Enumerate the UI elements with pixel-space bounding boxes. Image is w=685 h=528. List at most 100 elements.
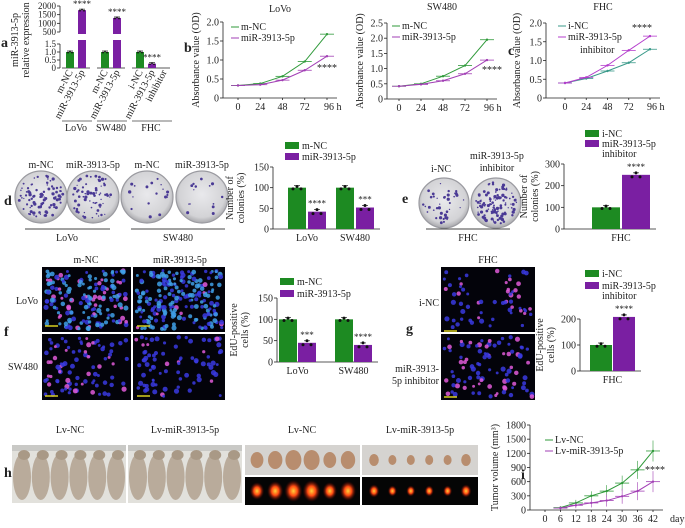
cell	[525, 347, 529, 351]
cell	[507, 307, 513, 313]
category-label: LoVo	[286, 366, 308, 377]
cell	[526, 360, 530, 365]
cell	[115, 270, 119, 274]
data-point	[343, 184, 347, 188]
mouse	[129, 454, 147, 500]
cell	[206, 355, 211, 359]
colony	[73, 199, 77, 203]
cell	[163, 369, 168, 374]
colony	[492, 206, 495, 209]
cell	[529, 312, 533, 317]
colony	[51, 177, 55, 181]
colony	[444, 216, 448, 220]
cell	[202, 350, 206, 354]
cell	[466, 344, 471, 349]
cell	[506, 351, 512, 357]
colony	[494, 199, 497, 201]
cell	[203, 325, 208, 330]
cell	[44, 299, 50, 304]
cell	[485, 352, 490, 358]
cell	[81, 319, 86, 323]
colony	[446, 193, 450, 197]
cell	[101, 284, 105, 289]
colony	[91, 216, 94, 219]
cell	[450, 299, 456, 305]
cell	[63, 274, 70, 280]
y-tick-label: 1.5	[371, 49, 384, 60]
colony	[96, 209, 100, 212]
cell	[98, 304, 102, 308]
cell	[508, 335, 513, 340]
cell	[65, 377, 71, 384]
cell	[146, 319, 151, 325]
column-label: Lv-NC	[56, 425, 85, 436]
y-tick-label: 0	[537, 94, 542, 105]
legend-label: i-NC	[602, 269, 622, 280]
cell	[204, 269, 208, 274]
y-axis-label: EdU-positive	[229, 303, 240, 357]
legend-swatch	[280, 290, 294, 297]
cell	[206, 321, 211, 327]
cell	[47, 337, 52, 342]
significance-marker: ****	[627, 162, 646, 172]
group-label: SW480	[163, 233, 193, 244]
cell	[111, 290, 116, 295]
cell	[97, 364, 102, 369]
cell	[488, 368, 492, 372]
legend-label: miR-3913-5p	[602, 139, 656, 150]
data-point	[595, 344, 599, 348]
cell	[83, 379, 88, 384]
cell	[77, 327, 81, 331]
category-label: SW480	[339, 366, 369, 377]
cell	[173, 388, 180, 394]
tumor-fluorescence	[302, 480, 321, 502]
cell	[114, 294, 120, 300]
colony	[24, 194, 28, 197]
colony	[426, 211, 429, 213]
cell	[207, 338, 212, 343]
cell	[450, 325, 455, 330]
cell	[143, 326, 147, 330]
data-point	[338, 319, 342, 323]
colony	[186, 211, 190, 215]
colony	[33, 202, 37, 206]
x-tick-label: 18	[586, 514, 596, 525]
cell	[121, 278, 126, 283]
data-point	[259, 83, 262, 86]
cell	[214, 270, 218, 274]
cell	[151, 365, 155, 369]
colony	[435, 206, 439, 210]
colony	[39, 205, 42, 209]
cell	[152, 389, 158, 395]
cell	[461, 366, 465, 370]
cell	[464, 273, 469, 278]
cell	[479, 318, 485, 324]
cell	[514, 370, 519, 376]
cell	[67, 370, 72, 375]
colony	[52, 187, 55, 190]
colony	[148, 215, 152, 219]
cell	[146, 343, 150, 347]
y-tick-label: 2.5	[371, 19, 384, 30]
colony	[103, 182, 106, 185]
cell	[172, 307, 177, 313]
colony	[81, 186, 85, 189]
colony	[490, 212, 493, 215]
cell	[52, 305, 57, 310]
colony	[514, 198, 517, 201]
colony	[41, 201, 45, 205]
data-point	[81, 8, 83, 11]
cell	[193, 304, 199, 309]
data-point	[325, 32, 329, 36]
plate	[175, 170, 229, 224]
colony	[40, 194, 42, 196]
cell	[477, 362, 482, 367]
colony	[486, 204, 490, 208]
cell	[523, 309, 528, 313]
y-tick-label: 0	[268, 358, 273, 369]
cell	[50, 285, 55, 290]
cell	[139, 315, 143, 319]
colony	[47, 187, 51, 191]
colony	[23, 197, 25, 200]
colony	[53, 196, 57, 200]
